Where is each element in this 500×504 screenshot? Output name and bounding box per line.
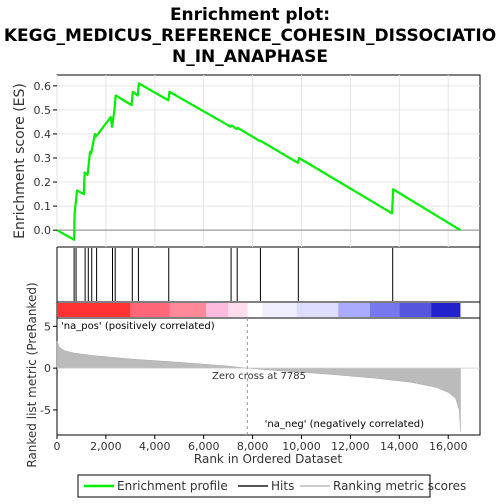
legend-es-label: Enrichment profile [117, 479, 228, 493]
x-tick-label: 14,000 [380, 440, 419, 453]
zero-cross-label: Zero cross at 7785 [212, 371, 306, 382]
heatmap-segment [399, 303, 432, 317]
es-panel [56, 74, 481, 248]
metric-area [56, 341, 461, 432]
x-tick-label: 6,000 [188, 440, 220, 453]
chart-title-line-1: Enrichment plot: [170, 5, 330, 25]
heatmap-segment [431, 303, 461, 317]
x-tick-label: 8,000 [237, 440, 269, 453]
x-tick-label: 12,000 [331, 440, 370, 453]
x-tick-label: 0 [54, 440, 61, 453]
heatmap-segment [130, 303, 170, 317]
es-y-tick-label: 0.5 [34, 104, 52, 117]
es-y-tick-label: 0.6 [34, 80, 52, 93]
es-y-tick-label: 0.3 [34, 152, 52, 165]
legend-hits-label: Hits [271, 479, 294, 493]
heatmap-segment [57, 303, 131, 317]
metric-y-tick-label: 5 [44, 320, 51, 333]
metric-y-tick-label: -5 [40, 404, 51, 417]
metric-y-tick-label: 0 [44, 362, 51, 375]
chart-title-line-2: KEGG_MEDICUS_REFERENCE_COHESIN_DISSOCIAT… [4, 26, 496, 46]
x-axis-label: Rank in Ordered Dataset [194, 452, 342, 466]
heatmap-segment [169, 303, 207, 317]
heatmap-segment [228, 303, 248, 317]
neg-label: 'na_neg' (negatively correlated) [265, 419, 424, 430]
hits-panel [56, 246, 481, 303]
es-y-axis-label: Enrichment score (ES) [12, 83, 28, 239]
legend-metric-label: Ranking metric scores [333, 479, 466, 493]
x-tick-label: 16,000 [429, 440, 468, 453]
x-tick-label: 10,000 [282, 440, 321, 453]
heatmap-segment [247, 303, 263, 317]
es-y-tick-label: 0.4 [34, 128, 52, 141]
x-tick-label: 4,000 [139, 440, 171, 453]
heatmap-segment [338, 303, 370, 317]
es-y-tick-label: 0.2 [34, 176, 52, 189]
es-profile-line [56, 82, 462, 241]
chart-title-line-3: N_IN_ANAPHASE [172, 47, 328, 67]
es-y-tick-label: 0.0 [34, 224, 52, 237]
heatmap-segment [262, 303, 297, 317]
pos-label: 'na_pos' (positively correlated) [61, 321, 215, 332]
heatmap-segment [369, 303, 400, 317]
heatmap-segment [296, 303, 339, 317]
metric-y-axis-label: Ranked list metric (PreRanked) [25, 282, 39, 467]
heatmap-segment [206, 303, 229, 317]
es-y-tick-label: 0.1 [34, 200, 52, 213]
x-tick-label: 2,000 [90, 440, 122, 453]
